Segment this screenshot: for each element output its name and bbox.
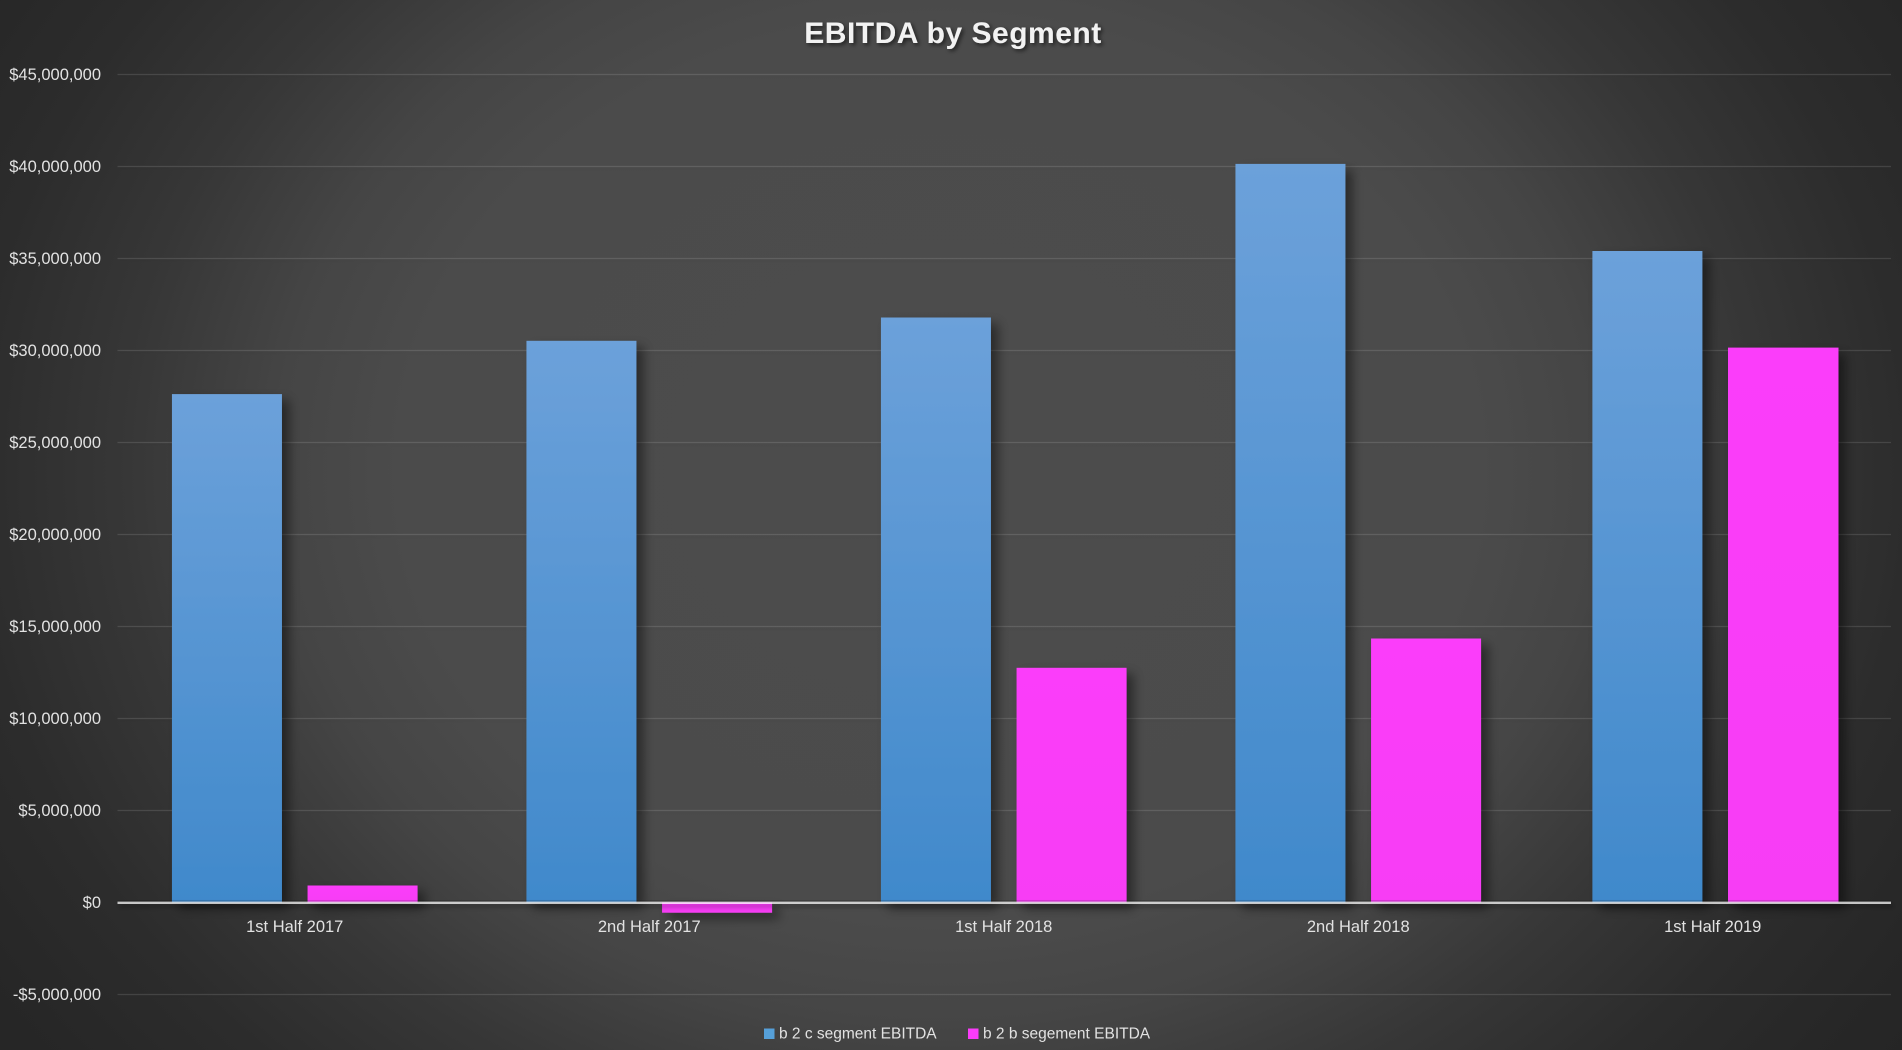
svg-text:$45,000,000: $45,000,000 xyxy=(9,66,101,84)
svg-text:$30,000,000: $30,000,000 xyxy=(9,342,101,360)
svg-text:$10,000,000: $10,000,000 xyxy=(9,710,101,728)
svg-text:1st Half 2019: 1st Half 2019 xyxy=(1664,918,1761,936)
svg-text:$40,000,000: $40,000,000 xyxy=(9,158,101,176)
svg-text:2nd Half 2018: 2nd Half 2018 xyxy=(1307,918,1410,936)
svg-text:$5,000,000: $5,000,000 xyxy=(18,802,101,820)
svg-text:$25,000,000: $25,000,000 xyxy=(9,434,101,452)
svg-text:$20,000,000: $20,000,000 xyxy=(9,526,101,544)
svg-text:1st Half 2018: 1st Half 2018 xyxy=(955,918,1052,936)
svg-text:$15,000,000: $15,000,000 xyxy=(9,618,101,636)
svg-text:2nd Half 2017: 2nd Half 2017 xyxy=(598,918,701,936)
svg-text:$35,000,000: $35,000,000 xyxy=(9,250,101,268)
svg-text:EBITDA by Segment: EBITDA by Segment xyxy=(804,17,1101,50)
svg-text:b 2 c segment EBITDA: b 2 c segment EBITDA xyxy=(779,1026,937,1043)
svg-text:1st Half 2017: 1st Half 2017 xyxy=(246,918,343,936)
svg-text:-$5,000,000: -$5,000,000 xyxy=(13,986,101,1004)
svg-text:$0: $0 xyxy=(83,894,101,912)
svg-text:b 2 b segement EBITDA: b 2 b segement EBITDA xyxy=(983,1026,1151,1043)
